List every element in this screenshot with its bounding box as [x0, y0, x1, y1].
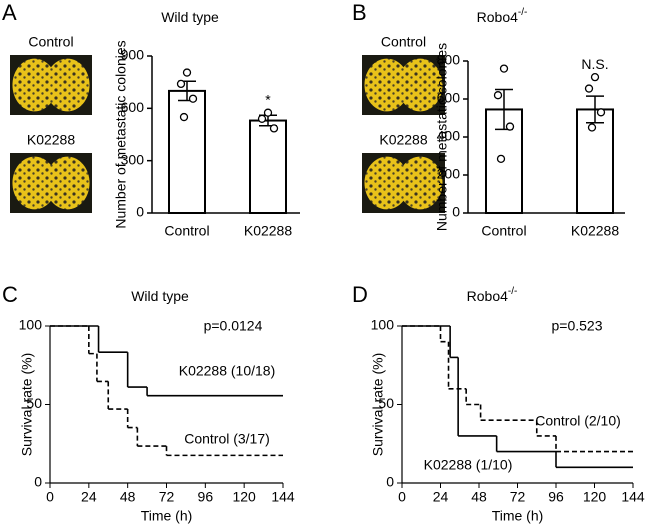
panel-title: Wild type: [131, 288, 189, 304]
series-label: Control (2/10): [535, 413, 621, 429]
image-label: K02288: [27, 132, 75, 148]
x-tick-label: 24: [433, 489, 449, 505]
panel-letter: D: [352, 282, 368, 307]
x-tick-label: 24: [81, 489, 97, 505]
data-point: [584, 84, 594, 93]
x-tick-label: Control: [481, 223, 526, 239]
p-value: p=0.523: [552, 318, 603, 334]
x-tick-label: 144: [271, 489, 295, 505]
series-label: K02288 (10/18): [179, 363, 276, 379]
x-tick-label: 96: [548, 489, 564, 505]
y-axis-label: Survival rate (%): [19, 353, 35, 456]
bar: [168, 89, 206, 214]
y-tick-label: 50: [26, 395, 42, 411]
y-tick-label: 0: [34, 474, 42, 490]
lung-lobe: [12, 156, 57, 210]
data-point: [505, 122, 515, 131]
y-axis-label: Survival rate (%): [370, 353, 386, 456]
bar: [249, 119, 287, 214]
y-axis-label: Number of metastatic colonies: [113, 40, 129, 228]
y-tick-label: 50: [378, 395, 394, 411]
y-tick-label: 400: [437, 128, 461, 144]
image-label: K02288: [379, 132, 427, 148]
y-tick-label: 600: [437, 90, 461, 106]
panel-title: Robo4-/-: [477, 7, 528, 25]
lung-lobe: [397, 156, 443, 210]
data-point: [493, 91, 503, 100]
x-tick-label: 120: [583, 489, 607, 505]
y-tick-label: 300: [121, 151, 145, 167]
x-tick-label: 72: [159, 489, 175, 505]
y-tick-label: 900: [121, 47, 145, 63]
data-point: [596, 108, 606, 117]
y-tick-label: 200: [437, 166, 461, 182]
y-tick-label: 800: [437, 52, 461, 68]
x-tick-label: 0: [46, 489, 54, 505]
x-tick-label: 144: [621, 489, 645, 505]
panel-letter: C: [2, 282, 18, 307]
x-tick-label: 120: [232, 489, 256, 505]
y-tick-label: 100: [19, 317, 43, 333]
data-point: [269, 124, 279, 133]
series-label: Control (3/17): [184, 431, 270, 447]
panel-title: Wild type: [161, 9, 219, 25]
lung-lobe: [397, 58, 443, 112]
title-superscript: -/-: [508, 286, 517, 297]
data-point: [179, 112, 189, 122]
significance-label: *: [265, 91, 271, 107]
lung-lobe: [45, 156, 90, 210]
panel-title: Robo4-/-: [467, 286, 518, 304]
data-point: [590, 73, 600, 82]
image-label: Control: [28, 34, 73, 50]
title-text: Robo4: [477, 9, 518, 25]
y-tick-label: 600: [121, 99, 145, 115]
data-point: [587, 123, 597, 132]
title-superscript: -/-: [518, 7, 527, 18]
lung-lobe: [364, 156, 410, 210]
x-tick-label: 48: [120, 489, 136, 505]
x-tick-label: K02288: [571, 223, 619, 239]
x-tick-label: 96: [198, 489, 214, 505]
y-tick-label: 100: [371, 317, 395, 333]
lung-lobe: [364, 58, 410, 112]
data-point: [188, 94, 198, 103]
p-value: p=0.0124: [204, 318, 263, 334]
x-tick-label: 0: [398, 489, 406, 505]
series-label: K02288 (1/10): [424, 457, 513, 473]
image-label: Control: [381, 34, 426, 50]
title-text: Robo4: [467, 288, 508, 304]
x-tick-label: 48: [471, 489, 487, 505]
x-tick-label: Control: [164, 223, 209, 239]
significance-label: N.S.: [581, 56, 608, 72]
title-text: Wild type: [161, 9, 219, 25]
panel-letter: B: [352, 0, 367, 25]
data-point: [263, 108, 273, 117]
data-point: [257, 114, 267, 123]
x-axis-label: Time (h): [141, 508, 193, 524]
error-bar: [586, 95, 604, 124]
data-point: [499, 64, 509, 73]
y-axis-label: Number of metastatic colonies: [434, 43, 450, 231]
lung-lobe: [45, 58, 90, 112]
y-tick-label: 0: [136, 204, 144, 220]
data-point: [496, 154, 506, 164]
x-tick-label: 72: [510, 489, 526, 505]
x-axis-label: Time (h): [492, 508, 544, 524]
data-point: [182, 68, 192, 77]
y-tick-label: 0: [386, 474, 394, 490]
y-tick-label: 0: [452, 204, 460, 220]
data-point: [176, 79, 186, 89]
x-tick-label: K02288: [244, 223, 292, 239]
lung-lobe: [12, 58, 57, 112]
title-text: Wild type: [131, 288, 189, 304]
panel-letter: A: [2, 0, 17, 25]
